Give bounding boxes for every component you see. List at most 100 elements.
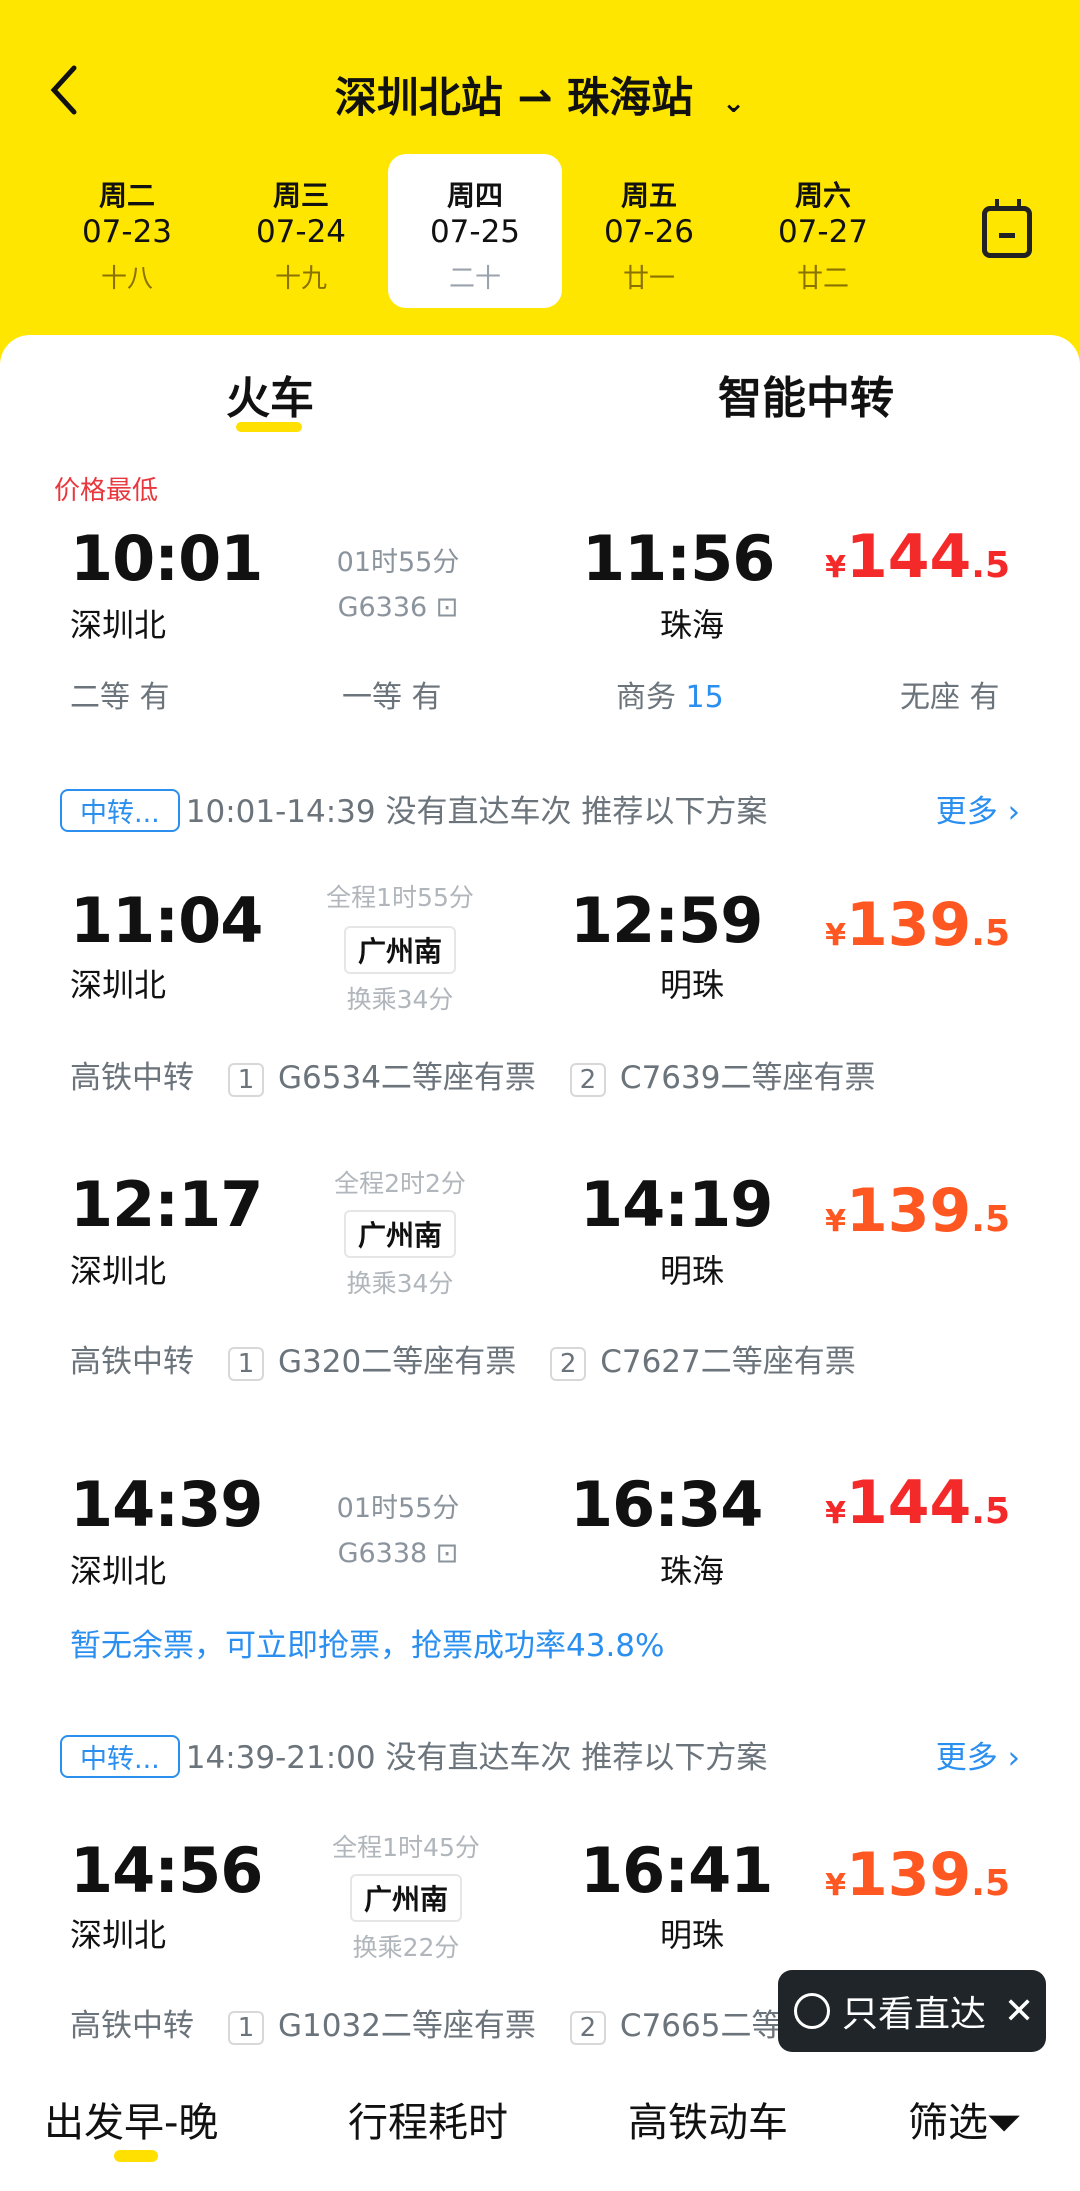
more-link[interactable]: 更多 › <box>936 1732 1020 1777</box>
chevron-right-icon: › <box>1007 1740 1020 1776</box>
date-tab[interactable]: 周六 07-27 廿二 <box>736 154 910 308</box>
chevron-down-icon: ⌄ <box>721 86 746 119</box>
date-selector: 周二 07-23 十八 周三 07-24 十九 周四 07-25 二十 周五 07-26 廿一 … <box>40 154 930 308</box>
departure-time: 11:04 <box>70 884 263 957</box>
leg: G320二等座有票 <box>278 1344 517 1380</box>
transfer-tag: 中转... <box>60 789 180 832</box>
transfer-station: 广州南 <box>349 1874 462 1922</box>
arrival-time: 14:19 <box>580 1168 773 1241</box>
seat-second: 二等 有 <box>70 672 170 716</box>
departure-time: 12:17 <box>70 1168 263 1241</box>
filter-button[interactable]: 筛选⏷ <box>908 2090 1020 2148</box>
sort-departure[interactable]: 出发早-晚 <box>44 2100 219 2146</box>
tab-train[interactable]: 火车 <box>226 373 314 424</box>
transfer-tag: 中转... <box>60 1735 180 1778</box>
check-circle-icon <box>794 1993 830 2029</box>
more-label: 更多 <box>935 1740 998 1776</box>
price: ¥144.5 <box>710 522 1010 592</box>
duration: 01时55分 <box>336 1493 460 1524</box>
price-int: 144 <box>846 1468 972 1538</box>
transfer-banner[interactable]: 中转... 10:01-14:39 没有直达车次 推荐以下方案 更多 › <box>60 786 1020 832</box>
yen: ¥ <box>825 918 847 953</box>
direct-only-toggle[interactable]: 只看直达 ✕ <box>778 1970 1046 2052</box>
arrow-icon: ⇀ <box>517 73 553 122</box>
leg-number: 2 <box>550 1347 587 1381</box>
filter-highspeed[interactable]: 高铁动车 <box>628 2100 788 2146</box>
yen: ¥ <box>825 550 847 585</box>
transfer-legs: 高铁中转 1 G320二等座有票 2 C7627二等座有票 <box>70 1336 856 1381</box>
price-int: 139 <box>846 1176 972 1246</box>
arrival-station: 明珠 <box>660 966 725 1004</box>
chevron-right-icon: › <box>1007 794 1020 830</box>
funnel-icon: ⏷ <box>988 2100 1020 2146</box>
departure-time: 14:39 <box>70 1468 263 1541</box>
transfer-legs: 高铁中转 1 G1032二等座有票 2 C7665二等座有票 <box>70 2000 875 2045</box>
leg-number: 1 <box>228 2011 264 2045</box>
date-tab-selected[interactable]: 周四 07-25 二十 <box>388 154 562 308</box>
tab-smart-transfer[interactable]: 智能中转 <box>718 373 894 424</box>
price-int: 139 <box>846 890 972 960</box>
calendar-icon[interactable] <box>982 199 1032 258</box>
yen: ¥ <box>825 1204 847 1239</box>
more-label: 更多 <box>935 794 998 830</box>
date-tab[interactable]: 周二 07-23 十八 <box>40 154 214 308</box>
price-dec: .5 <box>971 913 1010 954</box>
lunar-date: 二十 <box>448 264 501 294</box>
date: 07-25 <box>429 214 521 250</box>
banner-text: 10:01-14:39 没有直达车次 推荐以下方案 <box>185 794 768 830</box>
date: 07-27 <box>777 214 869 250</box>
seat-standing: 无座 有 <box>900 672 1000 716</box>
date: 07-24 <box>255 214 347 250</box>
transfer-legs: 高铁中转 1 G6534二等座有票 2 C7639二等座有票 <box>70 1052 875 1097</box>
more-link[interactable]: 更多 › <box>936 786 1020 831</box>
transfer-type: 高铁中转 <box>70 2008 194 2044</box>
leg-number: 1 <box>228 1347 264 1381</box>
weekday: 周二 <box>98 179 155 212</box>
date-tab[interactable]: 周三 07-24 十九 <box>214 154 388 308</box>
seat-class: 一等 <box>342 680 402 715</box>
departure-station: 深圳北 <box>70 966 167 1004</box>
close-icon[interactable]: ✕ <box>1004 1990 1035 2032</box>
sort-duration[interactable]: 行程耗时 <box>348 2100 508 2146</box>
seat-class: 无座 <box>900 680 960 715</box>
arrival-time: 11:56 <box>582 522 775 595</box>
arrival-station: 明珠 <box>660 1916 725 1954</box>
back-icon[interactable] <box>44 62 84 118</box>
train-number: G6338 ⊡ <box>248 1538 548 1569</box>
seat-business: 商务 15 <box>616 672 724 716</box>
date: 07-26 <box>603 214 695 250</box>
arrival-time: 16:34 <box>570 1468 763 1541</box>
date: 07-23 <box>81 214 173 250</box>
yen: ¥ <box>825 1868 847 1903</box>
train-number: G6336 ⊡ <box>248 592 548 623</box>
leg-number: 2 <box>569 2011 606 2045</box>
price-dec: .5 <box>971 1863 1010 1904</box>
departure-station: 深圳北 <box>70 606 167 644</box>
transfer-type: 高铁中转 <box>70 1060 194 1096</box>
results-panel <box>0 335 1080 2191</box>
banner-text: 14:39-21:00 没有直达车次 推荐以下方案 <box>185 1740 768 1776</box>
arrival-station: 明珠 <box>660 1252 725 1290</box>
transfer-wait: 换乘34分 <box>346 985 454 1014</box>
seat-first: 一等 有 <box>342 672 442 716</box>
price: ¥139.5 <box>710 890 1010 960</box>
seat-avail: 有 <box>411 680 442 715</box>
arrival-station: 珠海 <box>660 606 725 644</box>
route-title[interactable]: 深圳北站 ⇀ 珠海站 ⌄ <box>0 64 1080 125</box>
transfer-wait: 换乘34分 <box>346 1269 454 1298</box>
sort-indicator <box>114 2150 158 2162</box>
id-card-icon: ⊡ <box>435 592 459 623</box>
leg-number: 1 <box>228 1063 264 1097</box>
leg: C7627二等座有票 <box>600 1344 856 1380</box>
seat-class: 二等 <box>70 680 130 715</box>
transfer-banner[interactable]: 中转... 14:39-21:00 没有直达车次 推荐以下方案 更多 › <box>60 1732 1020 1778</box>
lunar-date: 十八 <box>100 264 153 294</box>
price: ¥144.5 <box>710 1468 1010 1538</box>
tab-indicator <box>236 422 302 432</box>
transfer-wait: 换乘22分 <box>352 1933 460 1962</box>
lunar-date: 十九 <box>274 264 327 294</box>
grab-ticket-notice[interactable]: 暂无余票，可立即抢票，抢票成功率43.8% <box>70 1628 665 1664</box>
departure-time: 10:01 <box>70 522 263 595</box>
date-tab[interactable]: 周五 07-26 廿一 <box>562 154 736 308</box>
train-no: G6338 <box>337 1538 428 1569</box>
